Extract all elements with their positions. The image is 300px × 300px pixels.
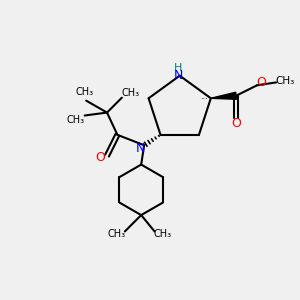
Text: CH₃: CH₃ <box>154 230 172 239</box>
Text: N: N <box>136 142 145 155</box>
Text: CH₃: CH₃ <box>108 230 126 239</box>
Text: O: O <box>95 151 105 164</box>
Text: CH₃: CH₃ <box>67 115 85 125</box>
Text: N: N <box>173 69 183 82</box>
Text: ···: ··· <box>200 95 208 104</box>
Text: O: O <box>256 76 266 89</box>
Polygon shape <box>211 92 236 99</box>
Text: O: O <box>231 118 241 130</box>
Text: CH₃: CH₃ <box>275 76 294 86</box>
Text: CH₃: CH₃ <box>76 87 94 97</box>
Text: CH₃: CH₃ <box>122 88 140 98</box>
Text: H: H <box>174 63 182 73</box>
